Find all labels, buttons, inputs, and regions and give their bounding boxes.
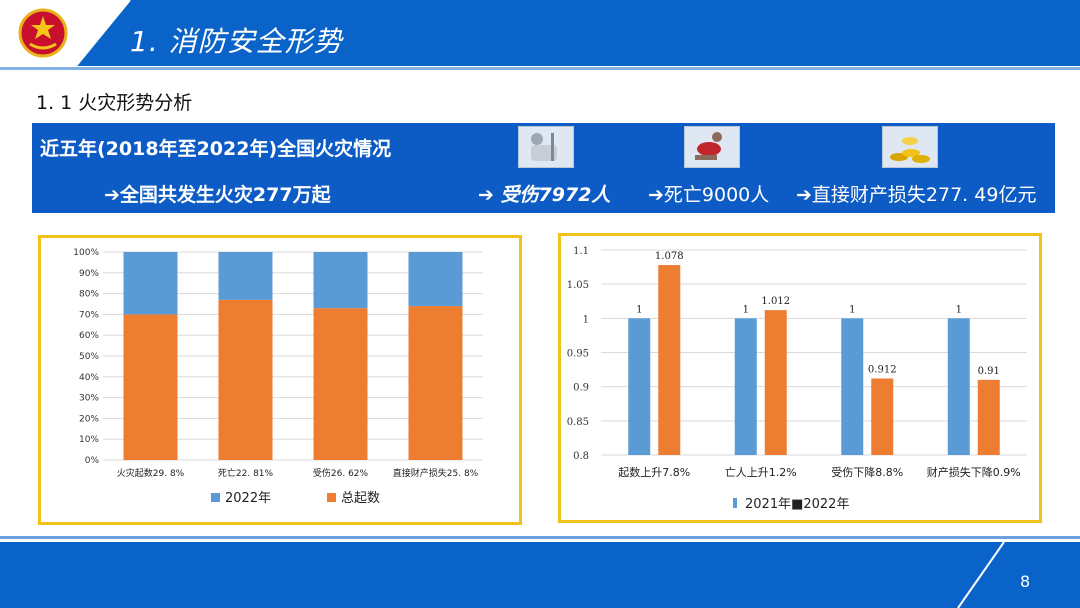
x-category-label: 受伤26. 62%: [313, 467, 369, 479]
y-tick-label: 1: [583, 314, 589, 325]
y-tick-label: 60%: [79, 331, 99, 341]
y-tick-label: 70%: [79, 310, 99, 320]
header-divider: [0, 67, 1080, 70]
bar-series-total: [218, 299, 273, 460]
legend-swatch: [733, 498, 737, 508]
x-category-label: 火灾起数29. 8%: [117, 467, 185, 479]
y-tick-label: 0.95: [567, 349, 589, 360]
y-tick-label: 0.9: [573, 383, 589, 394]
x-category-label: 财产损失下降0.9%: [927, 465, 1021, 479]
injured-person-icon: [518, 126, 574, 168]
bar-series-2022: [871, 378, 894, 455]
data-label: 1: [849, 304, 855, 315]
bar-series-2022: [408, 252, 463, 307]
y-tick-label: 50%: [79, 352, 99, 362]
bar-series-2022: [764, 310, 787, 455]
y-tick-label: 0%: [85, 456, 100, 466]
y-tick-label: 80%: [79, 290, 99, 300]
y-tick-label: 40%: [79, 373, 99, 383]
fire-rescue-emblem-icon: [18, 8, 68, 58]
fallen-person-icon: [684, 126, 740, 168]
x-category-label: 死亡22. 81%: [218, 467, 274, 479]
comparison-bar-chart-frame: 0.8 0.85 0.9 0.95 1 1.05 1.1 1 1.078 起数上升7.8% 1 1.0…: [558, 233, 1042, 523]
legend-label: 2022年: [225, 491, 271, 506]
stat-injured: ➔ 受伤7972人: [478, 184, 611, 206]
y-tick-label: 10%: [79, 435, 99, 445]
data-label: 1.012: [761, 296, 790, 307]
bar-series-2021: [947, 318, 970, 455]
y-tick-label: 0.85: [567, 417, 589, 428]
bar-series-2021: [628, 318, 651, 455]
data-label: 0.91: [978, 366, 1000, 377]
page-number: 8: [1020, 572, 1031, 591]
comparison-bar-chart: 0.8 0.85 0.9 0.95 1 1.05 1.1 1 1.078 起数上升7.8% 1 1.0…: [567, 246, 1027, 512]
footer-slash: [957, 542, 1005, 608]
y-tick-label: 100%: [73, 248, 99, 258]
bar-series-2021: [841, 318, 864, 455]
legend-swatch: [327, 493, 336, 502]
x-category-label: 受伤下降8.8%: [831, 465, 903, 479]
y-tick-label: 90%: [79, 269, 99, 279]
y-tick-label: 0.8: [573, 451, 589, 462]
data-label: 1: [956, 304, 962, 315]
stacked-percent-chart: 0% 10% 20% 30% 40% 50% 60% 70% 80% 90% 100% 火灾起数29.…: [73, 248, 483, 506]
bar-series-total: [408, 306, 463, 460]
legend-label: 2021年■2022年: [745, 497, 849, 512]
y-tick-label: 1.05: [567, 280, 589, 291]
bar-series-2022: [218, 252, 273, 300]
y-tick-label: 1.1: [573, 246, 589, 257]
footer-bar: [0, 542, 1080, 608]
y-tick-label: 30%: [79, 394, 99, 404]
bar-series-2022: [977, 379, 1000, 455]
x-category-label: 起数上升7.8%: [618, 466, 690, 479]
legend-swatch: [211, 493, 220, 502]
data-label: 1.078: [655, 251, 684, 262]
stat-property-loss: ➔直接财产损失277. 49亿元: [796, 184, 1037, 206]
banner-title: 近五年(2018年至2022年)全国火灾情况: [40, 138, 392, 160]
header-bar: [0, 0, 1080, 66]
y-tick-label: 20%: [79, 414, 99, 424]
data-label: 1: [743, 304, 749, 315]
bar-series-2022: [658, 265, 681, 455]
bar-series-2021: [734, 318, 757, 455]
page-title: 1. 消防安全形势: [130, 25, 343, 58]
stacked-percent-chart-frame: 0% 10% 20% 30% 40% 50% 60% 70% 80% 90% 100% 火灾起数29.…: [38, 235, 522, 525]
data-label: 0.912: [868, 364, 897, 375]
stat-fires: ➔全国共发生火灾277万起: [104, 184, 331, 206]
section-title: 1. 1 火灾形势分析: [36, 92, 193, 114]
bar-series-total: [123, 314, 178, 460]
bar-series-2022: [313, 252, 368, 309]
gold-coins-icon: [882, 126, 938, 168]
x-category-label: 亡人上升1.2%: [725, 465, 797, 479]
x-category-label: 直接财产损失25. 8%: [393, 467, 479, 479]
data-label: 1: [636, 304, 642, 315]
legend-label: 总起数: [341, 491, 380, 506]
bar-series-2022: [123, 252, 178, 315]
stat-deaths: ➔死亡9000人: [648, 184, 770, 206]
bar-series-total: [313, 308, 368, 460]
footer-divider: [0, 536, 1080, 539]
